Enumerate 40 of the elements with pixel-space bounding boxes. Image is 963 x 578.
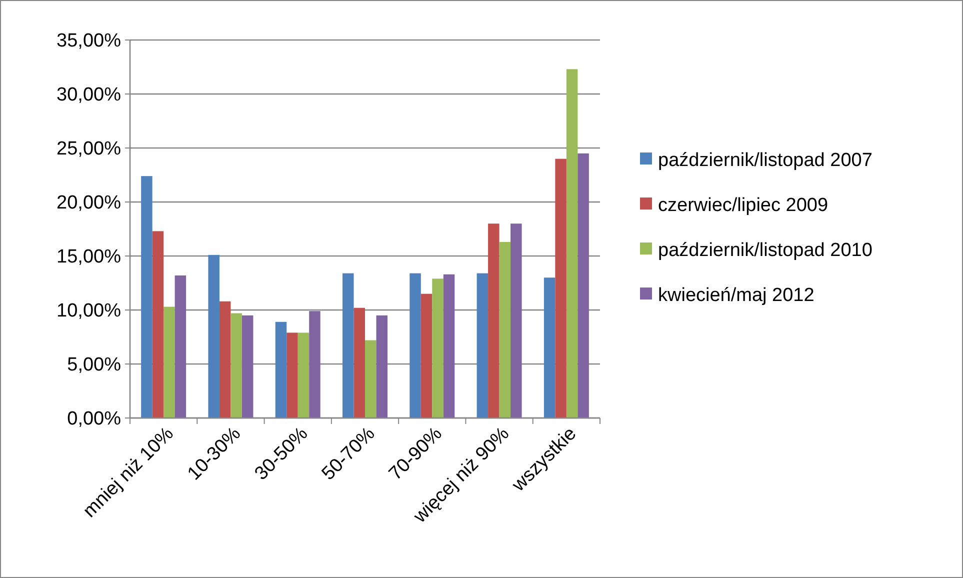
bar <box>298 332 310 418</box>
bar <box>566 69 578 418</box>
bar <box>354 308 365 418</box>
bar <box>432 278 444 418</box>
y-tick-label: 5,00% <box>67 354 122 376</box>
bar <box>286 332 298 418</box>
y-tick-label: 25,00% <box>56 138 122 160</box>
legend-label: czerwiec/lipiec 2009 <box>658 195 828 216</box>
bar <box>230 313 242 418</box>
y-tick-label: 10,00% <box>56 300 122 322</box>
y-tick-label: 35,00% <box>56 30 122 52</box>
bar <box>208 254 220 418</box>
bar <box>499 242 511 418</box>
bar <box>510 224 522 418</box>
bar <box>476 273 488 418</box>
bar <box>544 278 556 418</box>
bar <box>152 231 164 418</box>
bar <box>309 311 320 418</box>
bar <box>410 273 421 418</box>
bar <box>141 176 152 418</box>
legend-label: październik/listopad 2010 <box>658 240 872 262</box>
bar <box>342 273 354 418</box>
bar <box>174 275 186 418</box>
bar <box>365 340 376 418</box>
legend-label: październik/listopad 2007 <box>658 150 872 172</box>
y-tick-label: 20,00% <box>56 192 122 214</box>
bar <box>275 322 287 418</box>
bar <box>219 301 231 418</box>
bar <box>376 315 388 418</box>
bar <box>488 224 500 418</box>
y-tick-label: 30,00% <box>56 84 122 106</box>
y-tick-label: 0,00% <box>67 408 122 430</box>
bar <box>242 315 254 418</box>
bar <box>578 153 589 418</box>
bar <box>420 294 432 418</box>
bar <box>164 306 175 418</box>
legend-label: kwiecień/maj 2012 <box>658 285 814 306</box>
bar <box>555 158 566 418</box>
bar <box>443 274 455 418</box>
y-tick-label: 15,00% <box>56 246 122 268</box>
